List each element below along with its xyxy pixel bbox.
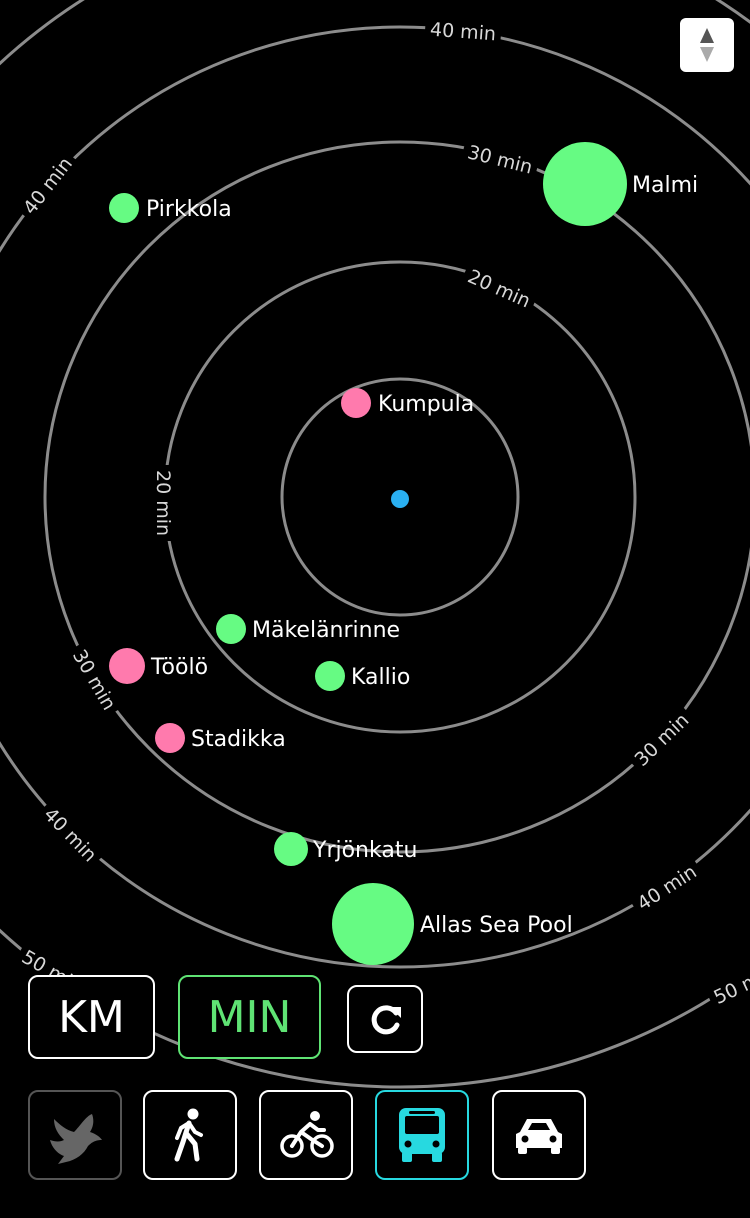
walking-icon: [174, 1108, 203, 1162]
svg-text:Kallio: Kallio: [351, 665, 410, 690]
svg-text:Mäkelänrinne: Mäkelänrinne: [252, 618, 400, 643]
ring-label-40-lower-left: 40 min: [35, 797, 108, 870]
place-pirkkola[interactable]: Pirkkola: [109, 193, 232, 223]
mode-button-bus[interactable]: [375, 1090, 469, 1180]
ring-30min: [43, 140, 750, 854]
ring-label-40-upper-left: 40 min: [12, 146, 81, 223]
ring-label-50-right: 50 min: [704, 955, 750, 1012]
ring-label-40-top: 40 min: [424, 14, 502, 46]
svg-text:Pirkkola: Pirkkola: [146, 197, 232, 222]
bus-icon: [399, 1108, 445, 1162]
ring-label-30-top: 30 min: [460, 136, 541, 180]
svg-text:Malmi: Malmi: [632, 173, 698, 198]
km-button[interactable]: KM: [28, 975, 155, 1059]
refresh-icon: [371, 1005, 401, 1035]
mode-button-car[interactable]: [492, 1090, 586, 1180]
svg-text:Allas Sea Pool: Allas Sea Pool: [420, 913, 573, 938]
current-location-dot: [391, 490, 409, 508]
svg-text:20 min: 20 min: [152, 470, 174, 536]
sort-arrows-icon: [700, 28, 714, 62]
svg-text:Kumpula: Kumpula: [378, 392, 474, 417]
place-kumpula[interactable]: Kumpula: [341, 388, 474, 418]
svg-text:Töölö: Töölö: [150, 655, 208, 680]
ring-label-20-left: 20 min: [152, 465, 178, 541]
dove-icon: [50, 1114, 102, 1164]
svg-text:40 min: 40 min: [39, 804, 101, 867]
place-yrjonkatu[interactable]: Yrjönkatu: [274, 832, 417, 866]
mode-button-walk[interactable]: [143, 1090, 237, 1180]
place-stadikka[interactable]: Stadikka: [155, 723, 286, 753]
svg-text:Yrjönkatu: Yrjönkatu: [312, 838, 417, 863]
ring-label-40-right: 40 min: [626, 854, 705, 918]
sort-button[interactable]: [680, 18, 734, 72]
min-button[interactable]: MIN: [178, 975, 321, 1059]
car-icon: [516, 1119, 562, 1154]
mode-button-dove[interactable]: [28, 1090, 122, 1180]
place-toolo[interactable]: Töölö: [109, 648, 208, 684]
ring-label-20-top: 20 min: [459, 259, 540, 315]
svg-text:30 min: 30 min: [631, 709, 694, 771]
refresh-button[interactable]: [347, 985, 423, 1053]
ring-10min: [280, 377, 520, 617]
ring-label-30-right: 30 min: [624, 702, 697, 775]
ring-50min: [0, 0, 750, 1089]
place-kallio[interactable]: Kallio: [315, 661, 410, 691]
ring-40min: [0, 25, 750, 969]
svg-text:Stadikka: Stadikka: [191, 727, 286, 752]
mode-button-bike[interactable]: [259, 1090, 353, 1180]
place-allas-sea-pool[interactable]: Allas Sea Pool: [332, 883, 573, 965]
place-makelanrinne[interactable]: Mäkelänrinne: [216, 614, 400, 644]
bicycle-icon: [280, 1111, 334, 1158]
place-malmi[interactable]: Malmi: [543, 142, 698, 226]
svg-text:40 min: 40 min: [429, 19, 496, 46]
svg-text:20 min: 20 min: [464, 266, 533, 313]
